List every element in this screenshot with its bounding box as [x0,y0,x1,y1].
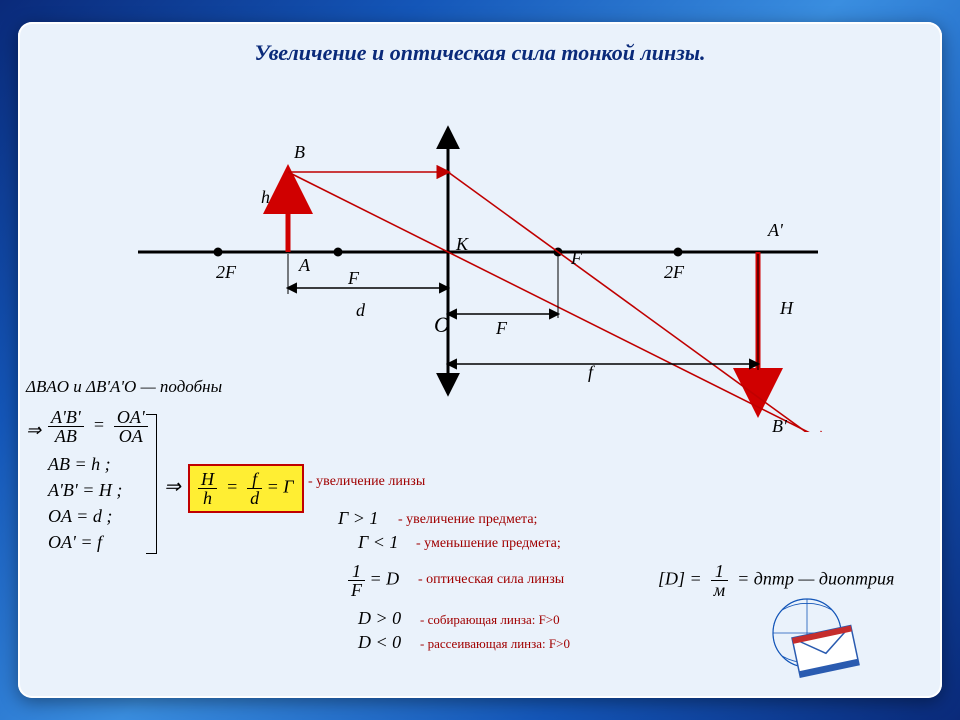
label-A: A [299,255,310,276]
label-F-left: F [348,268,359,289]
label-2F-right: 2F [664,262,684,283]
eq-ABH: A'B' = H ; [48,480,122,501]
label-2F-left: 2F [216,262,236,283]
label-F-right: F [571,248,582,269]
label-h: h [261,187,270,208]
eq-OAf: OA' = f [48,532,102,553]
D-unit: [D] = 1м = дптр — диоптрия [658,562,894,599]
implies-2: ⇒ [164,474,181,499]
envelope-globe-icon [752,598,882,688]
brace [146,414,157,554]
label-Bprime: B' [772,416,787,437]
D-neg: D < 0 [358,632,401,653]
D-pos: D > 0 [358,608,401,629]
D-neg-label: - рассеивающая линза: F>0 [420,636,570,652]
D-pos-label: - собирающая линза: F>0 [420,612,560,628]
optical-power: 1F = D [348,562,399,599]
label-B: B [294,142,305,163]
label-Fseg: F [496,318,507,339]
label-K: K [456,234,468,255]
label-Aprime: A' [768,220,783,241]
gamma-gt1-label: - увеличение предмета; [398,512,537,528]
label-f: f [588,362,593,383]
similar-triangles: ΔBAO и ΔB'A'O — подобны [26,377,222,397]
implies-1: ⇒ [26,420,41,441]
label-O: O [434,312,450,338]
ratio-eq: A'B'AB = OA'OA [48,408,148,445]
optical-power-label: - оптическая сила линзы [418,572,564,588]
label-d: d [356,300,365,321]
magnification-formula: Hh = fd = Γ [188,464,304,513]
magnification-label: - увеличение линзы [308,474,425,490]
eq-ABh: AB = h ; [48,454,111,475]
eq-OAd: OA = d ; [48,506,112,527]
label-H: H [780,298,793,319]
gamma-gt1: Γ > 1 [338,508,378,529]
gamma-lt1: Γ < 1 [358,532,398,553]
gamma-lt1-label: - уменьшение предмета; [416,536,561,552]
